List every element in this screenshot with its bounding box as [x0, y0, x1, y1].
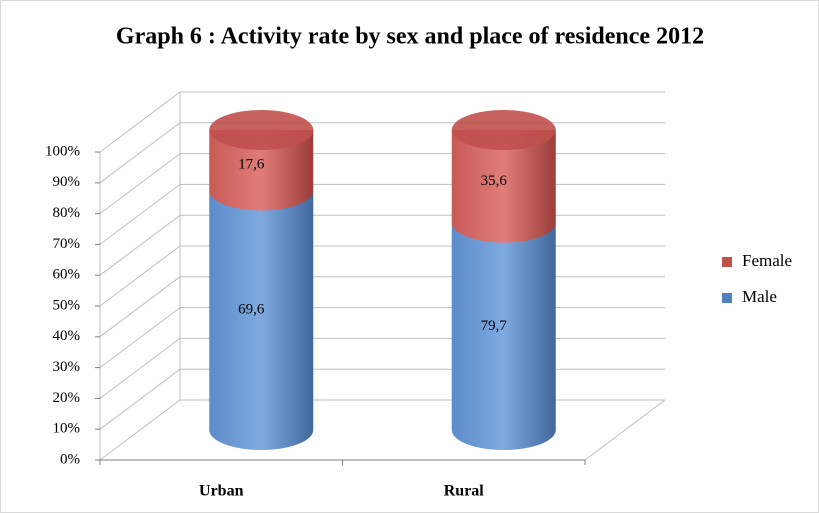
x-tick-label: Urban [199, 483, 244, 500]
cylinder-top [209, 110, 314, 150]
legend-label: Male [742, 287, 777, 306]
y-tick-label: 10% [53, 421, 81, 437]
y-tick-label: 20% [53, 390, 81, 406]
chart-title: Graph 6 : Activity rate by sex and place… [116, 24, 704, 50]
y-tick-label: 90% [53, 174, 81, 190]
y-tick-label: 60% [53, 267, 81, 283]
cylinder-segment [209, 130, 314, 211]
data-label: 17,6 [238, 157, 265, 173]
y-tick-label: 50% [53, 297, 81, 313]
legend-label: Female [742, 251, 792, 270]
legend-swatch [722, 257, 732, 267]
legend-swatch [722, 293, 732, 303]
data-label: 79,7 [481, 318, 508, 334]
y-tick-label: 70% [53, 236, 81, 252]
y-tick-label: 100% [45, 143, 80, 159]
x-tick-label: Rural [444, 483, 485, 500]
y-tick-label: 80% [53, 205, 81, 221]
floor-edge [584, 399, 666, 461]
y-tick-label: 30% [53, 359, 81, 375]
data-label: 35,6 [481, 173, 508, 189]
grid-line [99, 91, 665, 153]
cylinder-top [451, 110, 556, 150]
cylinder-segment [451, 222, 556, 450]
cylinder-segment [451, 130, 556, 243]
cylinder-segment [209, 190, 314, 450]
data-label: 69,6 [238, 302, 265, 318]
y-tick-label: 0% [60, 451, 80, 467]
y-tick-label: 40% [53, 328, 81, 344]
